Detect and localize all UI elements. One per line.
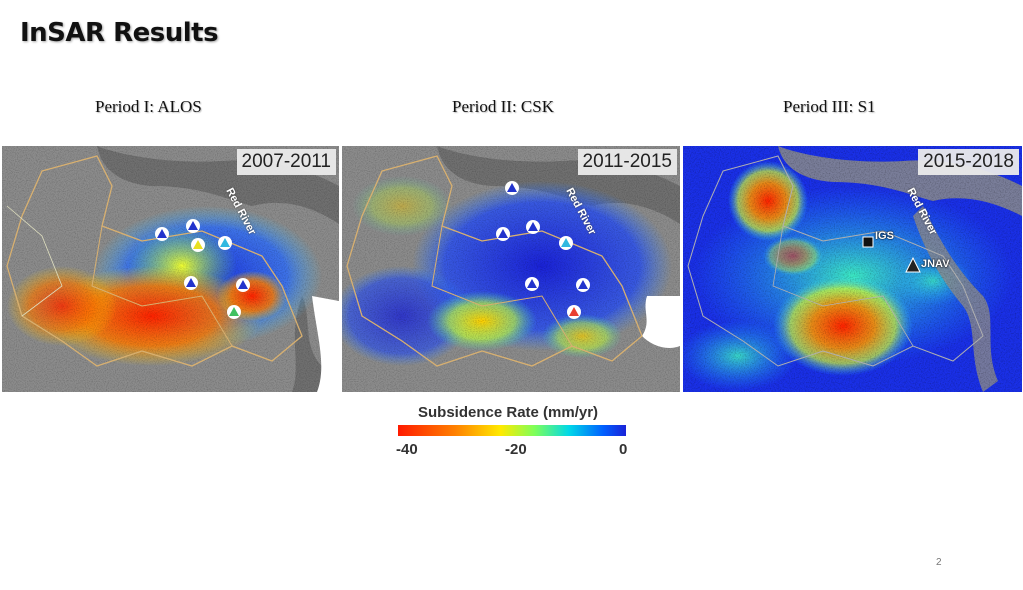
igs-station-marker — [862, 236, 874, 248]
slide-title: InSAR Results — [20, 18, 219, 48]
map-panel-s1: 2015-2018 Red River IGS JNAV — [683, 146, 1022, 392]
gps-markers-csk — [496, 181, 590, 319]
colorbar-tick-max: 0 — [619, 441, 628, 458]
period-label-alos: Period I: ALOS — [95, 97, 202, 116]
legend-title: Subsidence Rate (mm/yr) — [418, 404, 599, 421]
jnav-station-label: JNAV — [921, 258, 950, 270]
map-image-csk — [342, 146, 680, 392]
jnav-station-marker — [905, 256, 921, 273]
map-panel-csk: 2011-2015 Red River — [342, 146, 680, 392]
gps-markers-alos — [155, 219, 250, 319]
colorbar-tick-min: -40 — [396, 441, 418, 458]
year-badge-s1: 2015-2018 — [918, 149, 1019, 175]
colorbar — [398, 425, 626, 436]
year-badge-alos: 2007-2011 — [236, 149, 336, 175]
period-label-s1: Period III: S1 — [783, 97, 876, 116]
map-panel-alos: 2007-2011 Red River — [2, 146, 339, 392]
map-image-alos — [2, 146, 339, 392]
colorbar-tick-mid: -20 — [505, 441, 527, 458]
igs-station-label: IGS — [875, 230, 894, 242]
period-label-csk: Period II: CSK — [452, 97, 554, 116]
page-number: 2 — [936, 557, 942, 568]
map-image-s1 — [683, 146, 1022, 392]
year-badge-csk: 2011-2015 — [577, 149, 677, 175]
